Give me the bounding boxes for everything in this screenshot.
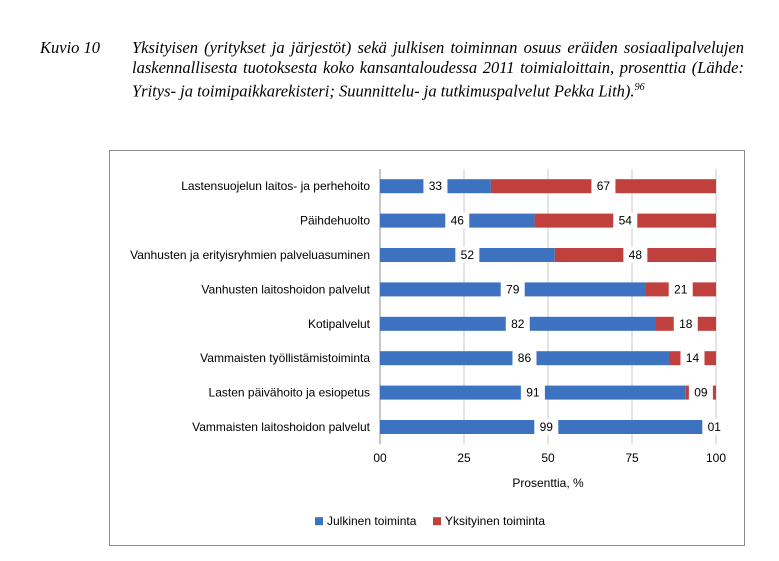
x-axis-title: Prosenttia, %	[512, 476, 584, 490]
data-label-bg	[668, 281, 693, 298]
data-label-bg	[423, 178, 448, 195]
data-label-bg	[512, 350, 537, 367]
category-label: Vammaisten työllistämistoiminta	[200, 351, 370, 365]
category-label: Lastensuojelun laitos- ja perhehoito	[181, 179, 370, 193]
data-label: 79	[506, 282, 520, 296]
x-tick-label: 00	[373, 451, 387, 465]
data-label: 67	[597, 179, 611, 193]
caption-body: Yksityisen (yritykset ja järjestöt) sekä…	[132, 38, 744, 101]
x-tick-label: 25	[457, 451, 471, 465]
category-label: Vammaisten laitoshoidon palvelut	[192, 420, 371, 434]
data-label-bg	[702, 419, 727, 435]
category-label: Vanhusten ja erityisryhmien palveluasumi…	[130, 248, 370, 262]
figure-number: Kuvio 10	[40, 38, 101, 57]
legend-swatch	[315, 517, 323, 526]
data-label: 14	[686, 351, 700, 365]
data-label: 52	[461, 248, 475, 262]
data-label: 46	[451, 214, 465, 228]
data-label-bg	[613, 212, 638, 229]
data-label-bg	[445, 212, 470, 229]
x-tick-label: 100	[706, 451, 726, 465]
data-label: 18	[679, 317, 693, 331]
data-label-bg	[623, 247, 648, 263]
data-label: 86	[518, 351, 532, 365]
data-label: 91	[526, 386, 540, 400]
legend-label: Yksityinen toiminta	[445, 514, 545, 528]
category-label: Vanhusten laitoshoidon palvelut	[201, 282, 370, 296]
data-label: 48	[629, 248, 643, 262]
data-label-bg	[680, 350, 705, 367]
bar-chart: Lastensuojelun laitos- ja perhehoito 33 67…	[130, 169, 727, 528]
data-label-bg	[500, 281, 525, 298]
data-label: 09	[694, 386, 708, 400]
category-label: Kotipalvelut	[308, 317, 371, 331]
data-label-bg	[534, 419, 559, 435]
data-label: 21	[674, 282, 688, 296]
category-label: Päihdehuolto	[300, 214, 370, 228]
legend-swatch	[433, 517, 441, 526]
chart-area: Lastensuojelun laitos- ja perhehoito 33 67…	[109, 150, 745, 546]
x-tick-label: 75	[625, 451, 639, 465]
figure-caption-text: Yksityisen (yritykset ja järjestöt) sekä…	[132, 38, 744, 102]
data-label-bg	[688, 384, 713, 401]
data-label: 82	[511, 317, 525, 331]
x-tick-label: 50	[541, 451, 555, 465]
data-label-bg	[591, 178, 616, 195]
data-label-bg	[520, 384, 545, 401]
category-label: Lasten päivähoito ja esiopetus	[209, 386, 370, 400]
data-label-bg	[505, 315, 530, 332]
data-label: 33	[429, 179, 443, 193]
footnote-ref: 96	[634, 82, 645, 93]
data-label: 54	[619, 214, 633, 228]
data-label: 99	[540, 420, 554, 434]
data-label-bg	[673, 315, 698, 332]
data-label-bg	[455, 247, 480, 263]
data-label: 01	[708, 420, 722, 434]
legend-label: Julkinen toiminta	[327, 514, 417, 528]
